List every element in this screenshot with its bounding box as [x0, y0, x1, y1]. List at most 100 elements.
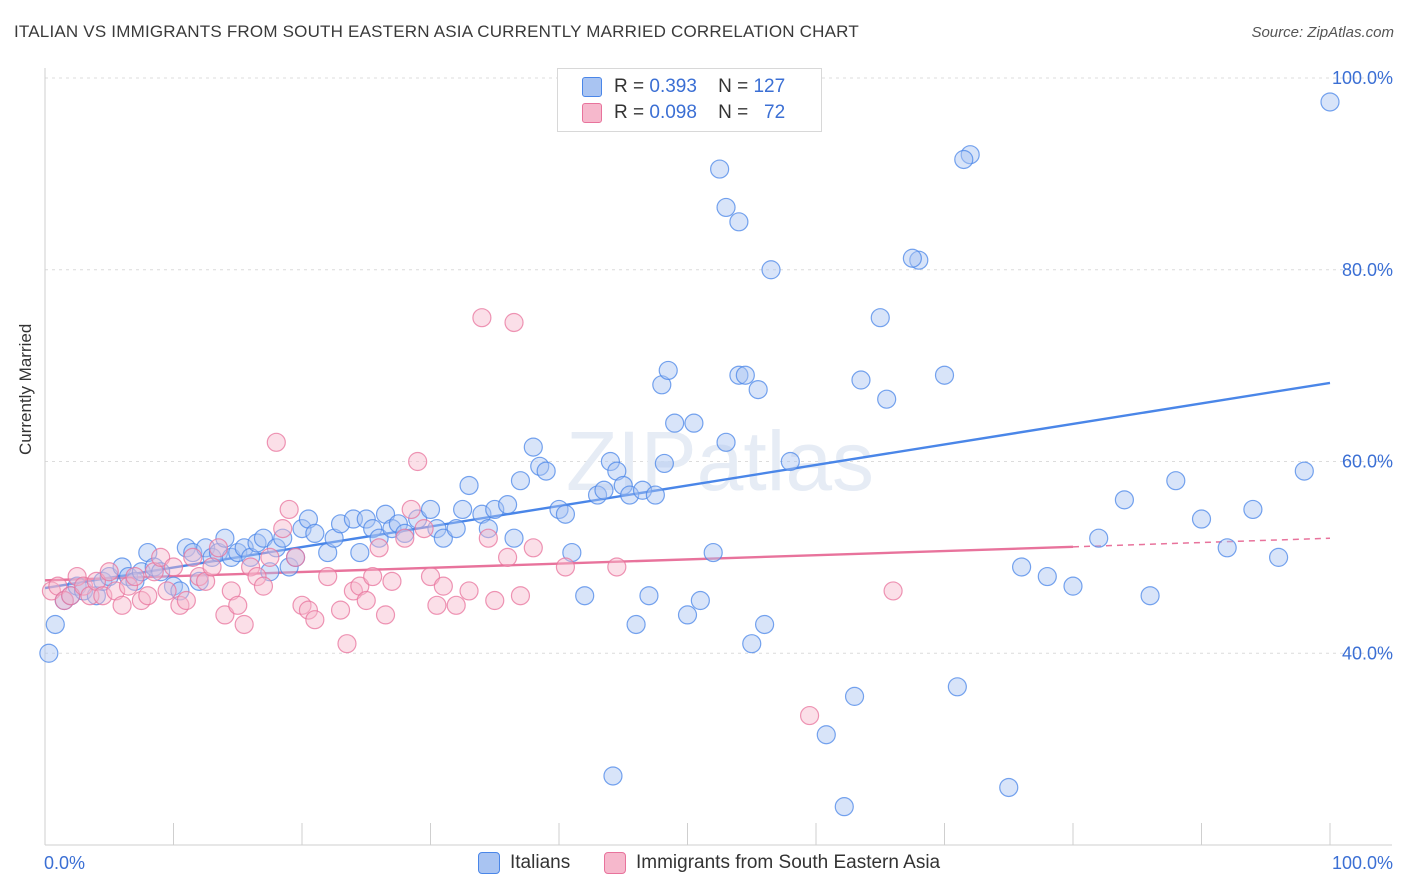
- immigrants-point: [369, 538, 389, 558]
- italians-point: [613, 475, 633, 496]
- italians-point: [305, 523, 325, 544]
- immigrants-point: [221, 581, 241, 601]
- italians-point: [215, 528, 235, 548]
- italians-point: [318, 542, 338, 563]
- italians-point: [716, 432, 736, 452]
- immigrants-point: [382, 571, 402, 591]
- immigrants-point: [215, 605, 235, 625]
- italians-point: [112, 557, 132, 577]
- immigrants-point: [279, 499, 299, 520]
- bottom-legend-label: Immigrants from South Eastern Asia: [636, 852, 941, 873]
- immigrants-point: [350, 576, 370, 596]
- italians-point: [742, 634, 762, 654]
- immigrants-point: [196, 571, 216, 591]
- italians-point: [710, 159, 730, 179]
- italians-point: [472, 504, 492, 524]
- italians-point: [388, 514, 408, 534]
- italians-point: [253, 528, 274, 548]
- legend-row-italians: R = 0.393 N = 127: [582, 75, 785, 99]
- italians-point: [902, 248, 922, 268]
- italians-point: [677, 605, 698, 625]
- italians-point: [324, 528, 344, 548]
- italians-point: [510, 471, 531, 491]
- italians-point: [575, 586, 595, 606]
- legend-n-label: N =: [718, 76, 749, 97]
- italians-point: [330, 514, 351, 534]
- immigrants-point: [330, 600, 351, 620]
- italians-point: [446, 519, 466, 539]
- italians-point: [1037, 566, 1057, 587]
- immigrants-point: [247, 566, 267, 587]
- legend-n-value: 72: [764, 102, 786, 123]
- italians-point: [1243, 499, 1263, 520]
- italians-point: [1166, 471, 1186, 491]
- chart-source: Source: ZipAtlas.com: [1251, 24, 1394, 41]
- italians-point: [504, 528, 524, 548]
- immigrants-point: [298, 600, 319, 620]
- immigrants-point: [67, 566, 87, 587]
- immigrants-point: [318, 566, 338, 587]
- italians-point: [298, 509, 319, 529]
- italians-point: [620, 485, 640, 505]
- italians-point: [408, 509, 428, 529]
- italians-point: [761, 260, 781, 280]
- immigrants-point: [93, 586, 113, 606]
- bottom-legend-swatch-blue: [478, 852, 500, 874]
- y-tick-label: 60.0%: [1342, 452, 1393, 472]
- x-tick-label: 100.0%: [1332, 853, 1393, 873]
- legend-n-value: 127: [753, 76, 786, 97]
- italians-point: [600, 451, 621, 472]
- italians-point: [754, 614, 775, 635]
- italians-point: [1140, 586, 1160, 606]
- italians-point: [1268, 547, 1289, 567]
- italians-point: [1320, 92, 1340, 112]
- italians-point: [356, 509, 376, 529]
- chart-title: ITALIAN VS IMMIGRANTS FROM SOUTH EASTERN…: [14, 22, 859, 41]
- y-axis-label: Currently Married: [16, 323, 35, 455]
- immigrants-point: [241, 557, 261, 577]
- italians-point: [1089, 528, 1109, 548]
- legend-swatch-pink: [582, 103, 602, 123]
- immigrants-point: [273, 519, 293, 539]
- immigrants-point: [202, 557, 222, 577]
- legend-r-value: 0.098: [649, 102, 697, 123]
- immigrants-point: [478, 528, 498, 548]
- italians-point: [562, 542, 582, 563]
- immigrants-point: [228, 595, 248, 615]
- italians-point: [189, 571, 209, 591]
- immigrants-point: [555, 557, 576, 577]
- immigrants-point: [375, 605, 396, 625]
- immigrants-point: [305, 610, 325, 630]
- italians-point: [716, 197, 736, 218]
- y-tick-label: 100.0%: [1332, 68, 1393, 88]
- immigrants-point: [208, 538, 229, 558]
- italians-point: [834, 797, 854, 817]
- italians-point: [934, 365, 955, 385]
- immigrants-point: [106, 581, 126, 601]
- italians-point: [703, 542, 723, 563]
- italians-point: [1191, 509, 1212, 529]
- immigrants-point: [510, 586, 531, 606]
- italians-point: [816, 725, 836, 745]
- immigrants-point: [138, 586, 158, 606]
- italians-point: [292, 519, 312, 539]
- italians-point: [632, 480, 653, 500]
- immigrants-point: [144, 562, 164, 582]
- bottom-legend-label: Italians: [510, 852, 571, 873]
- immigrants-point: [285, 547, 306, 567]
- immigrants-point: [363, 566, 383, 587]
- italians-point: [86, 586, 107, 606]
- italians-point: [851, 370, 871, 390]
- immigrants-point: [48, 576, 68, 596]
- immigrants-point: [446, 595, 466, 615]
- immigrants-point: [498, 547, 518, 567]
- italians-point: [870, 308, 890, 328]
- italians-point: [375, 504, 396, 524]
- immigrants-point: [414, 519, 434, 539]
- immigrants-point: [99, 562, 119, 582]
- immigrants-point: [73, 576, 94, 596]
- immigrants-point: [125, 566, 145, 587]
- immigrants-point: [799, 705, 820, 726]
- immigrants-point: [266, 432, 286, 452]
- immigrants-point: [883, 581, 903, 601]
